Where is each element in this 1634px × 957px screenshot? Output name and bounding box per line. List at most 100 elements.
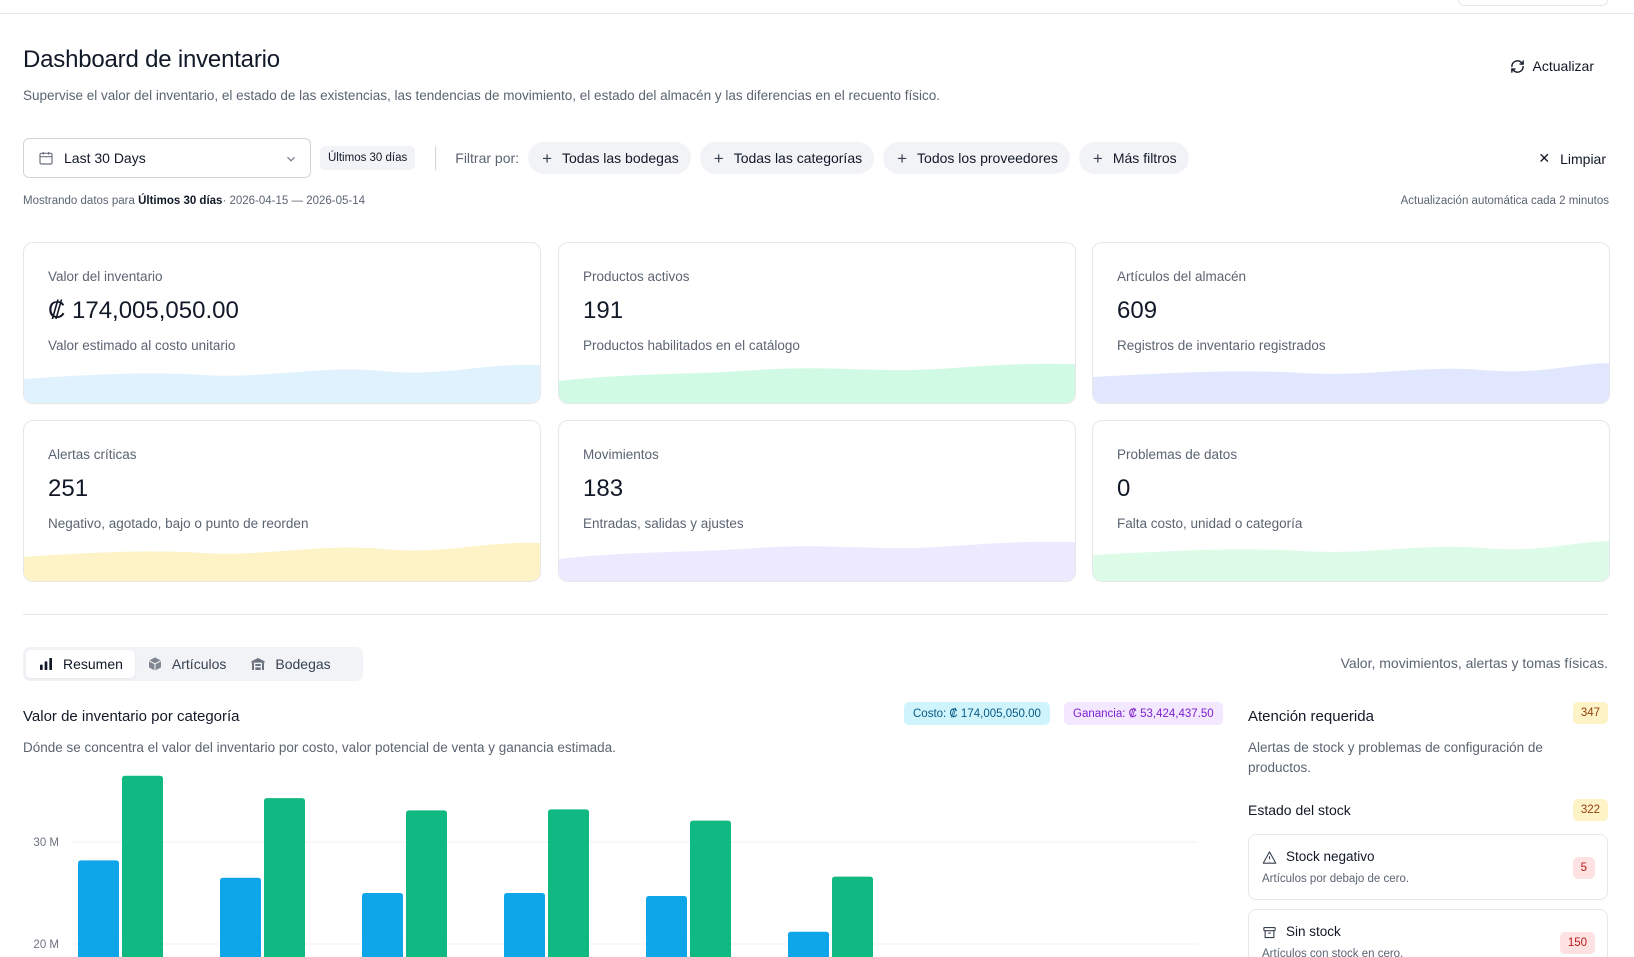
tab-bodegas[interactable]: Bodegas bbox=[238, 650, 342, 678]
bar-sale-4[interactable] bbox=[690, 820, 731, 957]
bar-sale-1[interactable] bbox=[264, 798, 305, 957]
chip-label: Más filtros bbox=[1112, 150, 1177, 166]
chip-label: Todos los proveedores bbox=[917, 150, 1058, 166]
range-badge: Últimos 30 días bbox=[320, 146, 416, 170]
kpi-label: Alertas críticas bbox=[48, 447, 137, 462]
kpi-sparkline bbox=[559, 541, 1075, 581]
alert-count-badge: 5 bbox=[1572, 857, 1595, 879]
category-chart-title: Valor de inventario por categoría bbox=[23, 708, 240, 725]
bar-sale-2[interactable] bbox=[406, 810, 447, 957]
tab-articulos[interactable]: Artículos bbox=[135, 650, 238, 678]
attention-title: Atención requerida bbox=[1248, 708, 1374, 725]
kpi-desc: Falta costo, unidad o categoría bbox=[1117, 516, 1303, 531]
kpi-value: 183 bbox=[583, 475, 624, 502]
kpi-value: 191 bbox=[583, 297, 624, 324]
tabs-note: Valor, movimientos, alertas y tomas físi… bbox=[1340, 655, 1608, 671]
plus-icon: + bbox=[897, 148, 908, 168]
kpi-value: 0 bbox=[1117, 475, 1131, 502]
showing-data-text: Mostrando datos para Últimos 30 días· 20… bbox=[23, 195, 366, 207]
kpi-desc: Productos habilitados en el catálogo bbox=[583, 338, 800, 353]
kpi-desc: Entradas, salidas y ajustes bbox=[583, 516, 744, 531]
bar-cost-3[interactable] bbox=[504, 893, 545, 957]
chip-label: Todas las categorías bbox=[733, 150, 863, 166]
kpi-sparkline bbox=[24, 542, 540, 581]
bar-sale-3[interactable] bbox=[548, 809, 589, 957]
box-icon bbox=[148, 657, 162, 671]
cost-total-badge: Costo: ₡ 174,005,050.00 bbox=[904, 702, 1050, 725]
warehouse-icon bbox=[251, 658, 266, 670]
kpi-label: Artículos del almacén bbox=[1117, 269, 1247, 284]
plus-icon: + bbox=[542, 148, 552, 168]
kpi-value: 251 bbox=[48, 475, 89, 502]
kpi-warehouse-items: Artículos del almacén 609 Registros de inv… bbox=[1092, 242, 1610, 404]
alert-card-negative-stock[interactable]: Stock negativo Artículos por debajo de c… bbox=[1248, 834, 1608, 900]
kpi-value: ₡ 174,005,050.00 bbox=[48, 297, 239, 324]
refresh-button[interactable]: Actualizar bbox=[1510, 54, 1594, 78]
filter-bar: Last 30 Days Últimos 30 días Filtrar por… bbox=[23, 138, 1198, 178]
page-title: Dashboard de inventario bbox=[23, 46, 280, 73]
filter-chip-warehouses[interactable]: + Todas las bodegas bbox=[528, 142, 691, 174]
clear-filters-button[interactable]: ✕ Limpiar bbox=[1538, 150, 1606, 167]
filter-chip-categories[interactable]: + Todas las categorías bbox=[699, 142, 875, 174]
kpi-desc: Registros de inventario registrados bbox=[1117, 338, 1326, 353]
alert-desc: Artículos por debajo de cero. bbox=[1262, 873, 1410, 885]
filter-by-label: Filtrar por: bbox=[455, 150, 520, 166]
kpi-critical-alerts: Alertas críticas 251 Negativo, agotado, ba… bbox=[23, 420, 541, 582]
bar-cost-4[interactable] bbox=[646, 896, 687, 957]
refresh-label: Actualizar bbox=[1532, 58, 1594, 74]
kpi-label: Movimientos bbox=[583, 447, 659, 462]
stock-status-title: Estado del stock bbox=[1248, 802, 1351, 818]
kpi-desc: Negativo, agotado, bajo o punto de reord… bbox=[48, 516, 309, 531]
plus-icon: + bbox=[713, 148, 724, 168]
kpi-value: 609 bbox=[1117, 297, 1158, 324]
bar-cost-2[interactable] bbox=[362, 893, 403, 957]
bar-sale-5[interactable] bbox=[832, 876, 873, 957]
date-range-value: Last 30 Days bbox=[64, 150, 146, 166]
y-tick-label: 20 M bbox=[33, 939, 59, 951]
tab-label: Resumen bbox=[63, 656, 123, 672]
tab-resumen[interactable]: Resumen bbox=[26, 650, 135, 678]
close-icon: ✕ bbox=[1538, 150, 1551, 166]
chip-label: Todas las bodegas bbox=[562, 150, 679, 166]
gain-total-badge: Ganancia: ₡ 53,424,437.50 bbox=[1064, 702, 1223, 725]
bar-cost-5[interactable] bbox=[788, 931, 829, 957]
alert-title: Stock negativo bbox=[1286, 849, 1375, 864]
global-search-input[interactable] bbox=[1458, 0, 1608, 6]
auto-update-text: Actualización automática cada 2 minutos bbox=[1400, 195, 1609, 207]
alert-card-no-stock[interactable]: Sin stock Artículos con stock en cero. 1… bbox=[1248, 909, 1608, 957]
bar-chart-icon bbox=[40, 658, 52, 670]
kpi-sparkline bbox=[559, 363, 1075, 403]
alert-triangle-icon bbox=[1262, 851, 1277, 864]
refresh-icon bbox=[1510, 59, 1524, 73]
date-range-select[interactable]: Last 30 Days bbox=[23, 138, 311, 178]
attention-desc: Alertas de stock y problemas de configur… bbox=[1248, 740, 1543, 775]
view-tabs: Resumen Artículos Bodegas bbox=[23, 647, 363, 681]
tab-label: Bodegas bbox=[275, 656, 331, 672]
kpi-label: Valor del inventario bbox=[48, 269, 163, 284]
archive-icon bbox=[1263, 926, 1276, 939]
filter-chip-more[interactable]: + Más filtros bbox=[1078, 142, 1189, 174]
chevron-down-icon bbox=[287, 156, 295, 162]
section-divider bbox=[23, 614, 1608, 615]
alert-desc: Artículos con stock en cero. bbox=[1262, 948, 1404, 957]
kpi-inventory-value: Valor del inventario ₡ 174,005,050.00 Valo… bbox=[23, 242, 541, 404]
kpi-label: Productos activos bbox=[583, 269, 690, 284]
filter-chip-suppliers[interactable]: + Todos los proveedores bbox=[883, 142, 1070, 174]
category-chart-desc: Dónde se concentra el valor del inventar… bbox=[23, 740, 616, 755]
filter-divider bbox=[435, 146, 437, 170]
kpi-sparkline bbox=[1093, 363, 1609, 403]
stock-status-count-badge: 322 bbox=[1572, 799, 1608, 821]
alert-count-badge: 150 bbox=[1559, 932, 1595, 954]
attention-count-badge: 347 bbox=[1572, 702, 1608, 724]
clear-label: Limpiar bbox=[1560, 150, 1606, 167]
alert-title: Sin stock bbox=[1286, 924, 1341, 939]
top-bar bbox=[0, 0, 1634, 14]
kpi-data-issues: Problemas de datos 0 Falta costo, unidad o… bbox=[1092, 420, 1610, 582]
kpi-sparkline bbox=[1093, 541, 1609, 581]
bar-cost-1[interactable] bbox=[220, 877, 261, 957]
kpi-active-products: Productos activos 191 Productos habilitado… bbox=[558, 242, 1076, 404]
bar-sale-0[interactable] bbox=[122, 775, 163, 957]
plus-icon: + bbox=[1092, 148, 1103, 168]
bar-cost-0[interactable] bbox=[78, 860, 119, 957]
category-bar-chart: 30 M 20 M bbox=[33, 775, 1198, 957]
